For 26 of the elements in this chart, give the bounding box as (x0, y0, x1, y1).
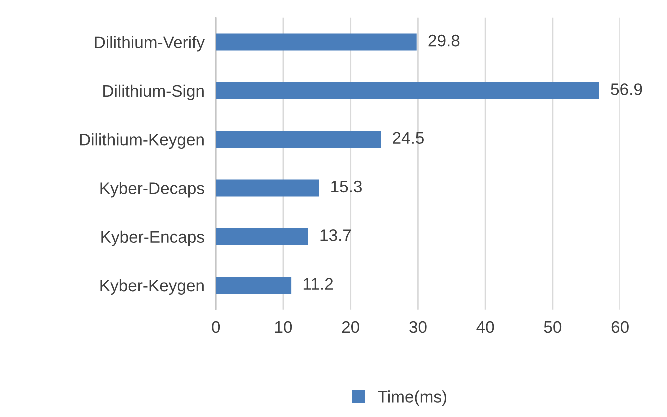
x-tick-label: 50 (544, 321, 562, 334)
bar (216, 34, 417, 51)
x-tick-label: 20 (342, 321, 360, 334)
y-tick-label: Kyber-Encaps (102, 230, 204, 246)
data-label: 11.2 (304, 278, 334, 290)
y-tick-label: Kyber-Decaps (100, 182, 204, 198)
data-label: 56.9 (611, 84, 642, 96)
bar (216, 82, 600, 100)
y-tick-label: Dilithium-Keygen (80, 134, 204, 150)
bar (216, 131, 382, 148)
data-label: 15.3 (332, 180, 362, 193)
data-label: 13.7 (320, 230, 352, 242)
data-label: 29.8 (428, 34, 460, 47)
x-tick-label: 60 (612, 321, 629, 334)
y-tick-label: Kyber-Keygen (100, 279, 204, 296)
x-tick-label: 40 (476, 321, 494, 334)
y-tick-label: Dilithium-Sign (104, 84, 204, 100)
bar (216, 228, 308, 246)
x-tick-label: 30 (410, 321, 427, 334)
legend-label: Time(ms) (378, 390, 447, 406)
x-tick-label: 0 (212, 321, 220, 334)
data-label: 24.5 (393, 132, 424, 144)
bar (216, 276, 292, 294)
y-tick-label: Dilithium-Verify (95, 36, 205, 52)
bar (216, 180, 320, 197)
x-tick-label: 10 (275, 321, 292, 334)
